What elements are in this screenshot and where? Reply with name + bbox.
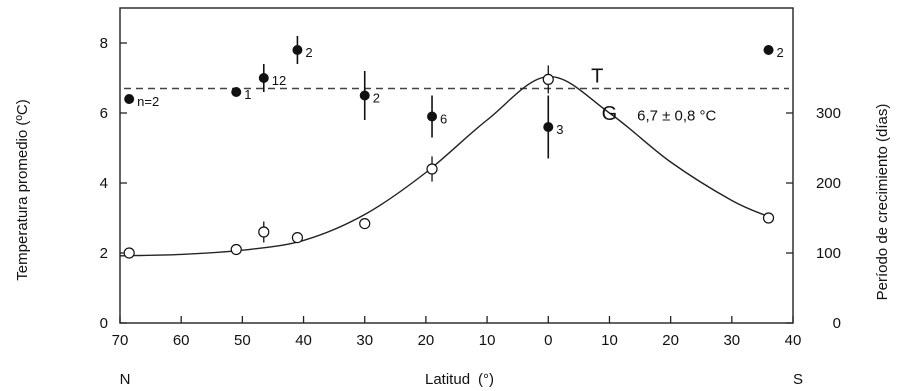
g-point — [359, 218, 371, 230]
g-fit-curve — [119, 75, 769, 257]
y-axis-right-label: Período de crecimiento (días) — [874, 104, 891, 301]
plot-frame — [119, 7, 794, 324]
g-point — [258, 226, 270, 238]
x-tick-label: 10 — [601, 332, 618, 349]
y-left-tick-label: 4 — [100, 175, 108, 192]
y-left-tick-label: 8 — [100, 35, 108, 52]
t-point — [359, 90, 370, 101]
x-tick-label: 60 — [173, 332, 190, 349]
x-tick-label: 40 — [785, 332, 802, 349]
y-left-tick-label: 2 — [100, 245, 108, 262]
g-point — [230, 243, 242, 256]
t-point-n-label: 2 — [305, 45, 312, 60]
series-t: n=2 1 12 2 2 6 3 2 — [124, 36, 784, 159]
x-tick-label: 40 — [295, 332, 312, 349]
y-left-tick-label: 0 — [100, 315, 108, 332]
y-axis-left: 0 2 4 6 8 — [100, 35, 127, 332]
series-g-label: G — [602, 103, 618, 125]
x-axis-unit: (°) — [478, 371, 494, 388]
y-axis-right: 0 100 200 300 — [786, 105, 841, 332]
t-point-n-label: 2 — [373, 91, 380, 106]
t-point-n-label: 3 — [556, 122, 563, 137]
t-point — [231, 87, 242, 97]
t-point-n-label: 2 — [777, 45, 784, 60]
series-t-label: T — [591, 66, 603, 88]
t-point — [292, 45, 303, 55]
t-point — [763, 45, 774, 55]
t-point-n-label: n=2 — [137, 94, 159, 109]
t-point — [427, 111, 438, 122]
t-point — [543, 122, 554, 132]
x-axis: 70 60 50 40 30 20 10 0 10 20 30 40 — [112, 316, 802, 349]
g-point — [542, 73, 554, 86]
y-right-tick-label: 0 — [833, 315, 841, 332]
y-left-tick-label: 6 — [100, 105, 108, 122]
x-tick-label: 30 — [356, 332, 373, 349]
x-axis-south-label: S — [793, 371, 803, 388]
x-tick-label: 20 — [418, 332, 435, 349]
t-point — [124, 94, 135, 104]
series-g — [123, 65, 775, 259]
y-right-tick-label: 200 — [816, 175, 841, 192]
t-point — [258, 73, 269, 83]
x-tick-label: 20 — [662, 332, 679, 349]
x-tick-label: 0 — [544, 332, 552, 349]
g-point — [426, 163, 438, 175]
x-tick-label: 50 — [234, 332, 251, 349]
x-axis-label: Latitud — [425, 371, 470, 388]
t-mean-label: 6,7 ± 0,8 °C — [637, 108, 716, 125]
g-point — [291, 232, 304, 244]
x-tick-label: 70 — [112, 332, 129, 349]
t-point-n-label: 1 — [244, 87, 251, 102]
x-axis-north-label: N — [120, 371, 131, 388]
x-tick-label: 30 — [723, 332, 740, 349]
g-point — [762, 212, 775, 224]
t-point-n-label: 6 — [440, 112, 447, 127]
g-point — [123, 247, 135, 259]
y-axis-left-label: Temperatura promedio (ºC) — [14, 99, 31, 280]
y-right-tick-label: 100 — [816, 245, 841, 262]
y-right-tick-label: 300 — [816, 105, 841, 122]
t-point-n-label: 12 — [272, 73, 286, 88]
x-tick-label: 10 — [479, 332, 496, 349]
